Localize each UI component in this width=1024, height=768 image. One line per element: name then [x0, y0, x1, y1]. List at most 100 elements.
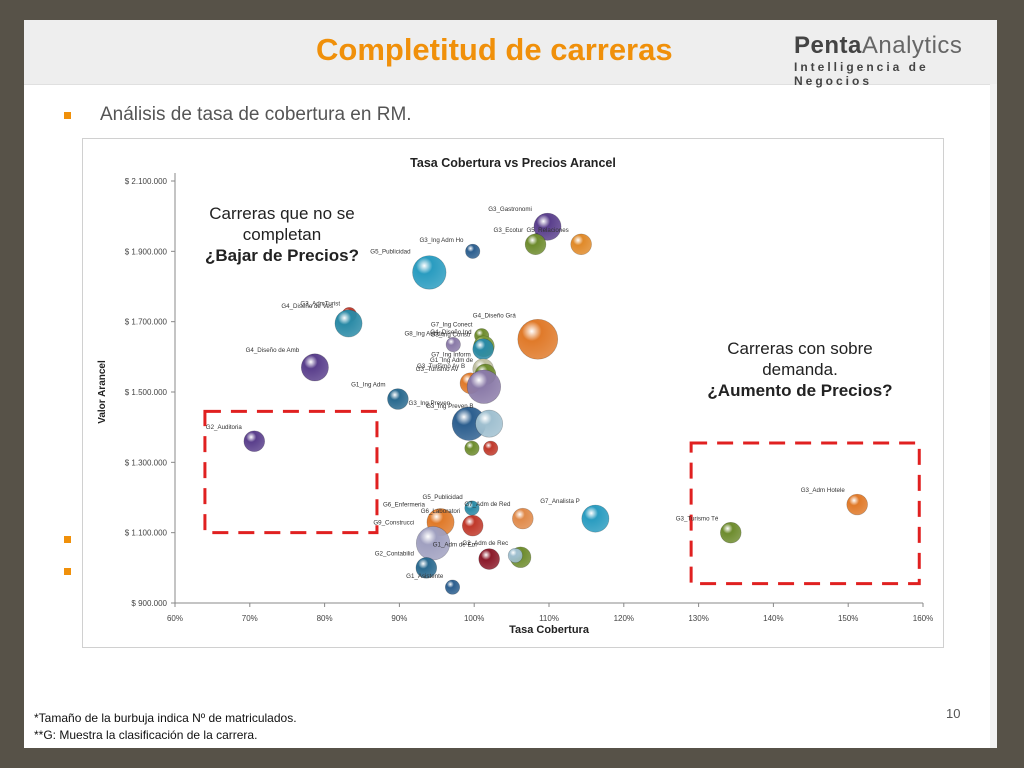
y-tick-label: $ 900.000	[131, 599, 167, 608]
bubble-point	[512, 507, 534, 530]
chart-svg: Tasa Cobertura vs Precios Arancel $ 900.0…	[97, 156, 933, 636]
y-tick-label: $ 2.100.000	[125, 177, 168, 186]
chart-title: Tasa Cobertura vs Precios Arancel	[410, 156, 616, 170]
bubble-label: G5_Relaciones	[526, 227, 568, 234]
callout-left-line1: Carreras que no se	[209, 204, 355, 223]
x-axis-label: Tasa Cobertura	[509, 624, 590, 636]
callout-left-line3: ¿Bajar de Precios?	[204, 246, 359, 265]
bubble-point	[570, 233, 592, 256]
slide: Completitud de carreras PentaAnalytics I…	[24, 20, 997, 748]
bubble-point	[387, 388, 409, 410]
x-tick-label: 130%	[688, 614, 708, 623]
bubble-point	[846, 493, 868, 516]
bubble-label: G5_Publicidad	[423, 494, 464, 501]
bubble-label: G1_Ing Adm	[351, 382, 385, 389]
bubble-label: G6_Laboratori	[421, 508, 461, 515]
logo-tagline: Intelligencia de Negocios	[794, 60, 929, 88]
bubble-point	[533, 212, 562, 241]
callout-right-line1: Carreras con sobre	[727, 339, 873, 358]
header-bar: Completitud de carreras PentaAnalytics I…	[24, 20, 997, 88]
x-tick-label: 160%	[913, 614, 933, 623]
bubble-point	[415, 557, 438, 579]
y-tick-label: $ 1.300.000	[125, 458, 168, 467]
bubble-label: G1_Ing Adm de	[430, 357, 474, 364]
y-axis-label: Valor Arancel	[97, 360, 108, 424]
logo-name: PentaAnalytics	[794, 32, 997, 60]
bubble-label: G8_Ing Aut de	[404, 330, 444, 337]
y-tick-label: $ 1.100.000	[125, 529, 168, 538]
bubble-label: G4_Diseño Ind	[430, 329, 472, 336]
bubble-label: G3_Gastronomi	[488, 206, 532, 213]
bubble-point	[466, 369, 502, 404]
callout-raise-prices: Carreras con sobre demanda. ¿Aumento de …	[680, 338, 920, 401]
bubble-label: G3_AdmTurist	[300, 300, 340, 307]
x-tick-label: 150%	[838, 614, 858, 623]
x-tick-label: 140%	[763, 614, 783, 623]
bubble-label: G7_Adm de Red	[464, 501, 511, 508]
logo-strong: Penta	[794, 32, 862, 59]
callout-right-line3: ¿Aumento de Precios?	[707, 381, 893, 400]
bubble-point	[581, 504, 610, 533]
bubble-label: G8_Ing Constr	[431, 332, 471, 339]
bubble-point	[465, 243, 481, 259]
bubble-label: G7_Ing Conect	[431, 322, 473, 329]
bubble-point	[483, 440, 499, 456]
x-tick-label: 90%	[391, 614, 407, 623]
bubble-label: G3_Ing Preven B	[426, 403, 473, 410]
company-logo: PentaAnalytics Intelligencia de Negocios	[794, 32, 997, 88]
callout-left-line2: completan	[242, 225, 322, 244]
bubble-point	[517, 318, 559, 360]
x-tick-label: 100%	[464, 614, 484, 623]
bubble-point	[478, 548, 500, 570]
bubble-label: G4_Diseño Grá	[473, 312, 517, 319]
bubble-label: G3_Adm Hotele	[801, 487, 846, 494]
bubble-label: G6_Enfermeria	[383, 502, 426, 509]
callout-lower-prices: Carreras que no se completan ¿Bajar de P…	[192, 203, 372, 266]
bubble-point	[334, 309, 363, 338]
bubble-label: G2_Auditoria	[206, 424, 243, 431]
highlight-box-low-coverage	[203, 409, 379, 535]
footnotes: *Tamaño de la burbuja indica Nº de matri…	[34, 710, 297, 744]
bubble-point	[243, 430, 265, 452]
bubble-point	[720, 521, 742, 544]
logo-light: Analytics	[861, 32, 963, 59]
page-title: Completitud de carreras	[316, 32, 673, 67]
bullet-icon	[64, 112, 71, 119]
page-number: 10	[946, 706, 961, 721]
bullet-icon	[64, 536, 71, 543]
bubble-point	[464, 440, 480, 456]
bubble-label: G1_Asistente	[406, 573, 444, 580]
bubble-label: G2_Adm de Rec	[462, 540, 508, 547]
y-tick-label: $ 1.700.000	[125, 318, 168, 327]
x-tick-label: 60%	[167, 614, 183, 623]
callout-right-line2: demanda.	[762, 360, 838, 379]
bubble-label: G4_Diseño de Ves	[281, 303, 333, 310]
x-tick-label: 70%	[242, 614, 258, 623]
bubble-label: G2_Contabilid	[375, 550, 415, 557]
footnote-classification: **G: Muestra la clasificación de la carr…	[34, 728, 258, 742]
bubble-label: G3_Turismo Av B	[417, 363, 465, 370]
highlight-box-over-demand	[689, 441, 921, 586]
bubble-point	[475, 409, 504, 438]
bubble-point	[462, 514, 484, 537]
x-tick-label: 110%	[539, 614, 559, 623]
subtitle: Análisis de tasa de cobertura en RM.	[100, 104, 412, 125]
bubble-label: G3_Ing Adm Ho	[419, 237, 464, 244]
footnote-bubble-size: *Tamaño de la burbuja indica Nº de matri…	[34, 711, 297, 725]
bubble-label: G1_Adm de Em	[433, 542, 477, 549]
bubble-point	[472, 338, 494, 360]
bubble-label: G4_Diseño de Amb	[246, 347, 300, 354]
bubble-label: G7_Analista P	[540, 498, 580, 505]
bubble-label: G9_Construcci	[373, 519, 414, 526]
bubble-label: G7_Ing Inform	[431, 352, 471, 359]
bubble-point	[464, 500, 480, 516]
bullet-icon	[64, 568, 71, 575]
bubble-label: G3_Ing Preven	[409, 400, 451, 407]
side-band	[990, 84, 997, 748]
bubble-point	[507, 548, 523, 564]
x-tick-label: 80%	[317, 614, 333, 623]
bubble-point	[445, 579, 461, 595]
bubble-label: G3_Ecotur	[494, 227, 524, 234]
bubble-point	[524, 233, 547, 256]
bubble-point	[445, 337, 461, 353]
